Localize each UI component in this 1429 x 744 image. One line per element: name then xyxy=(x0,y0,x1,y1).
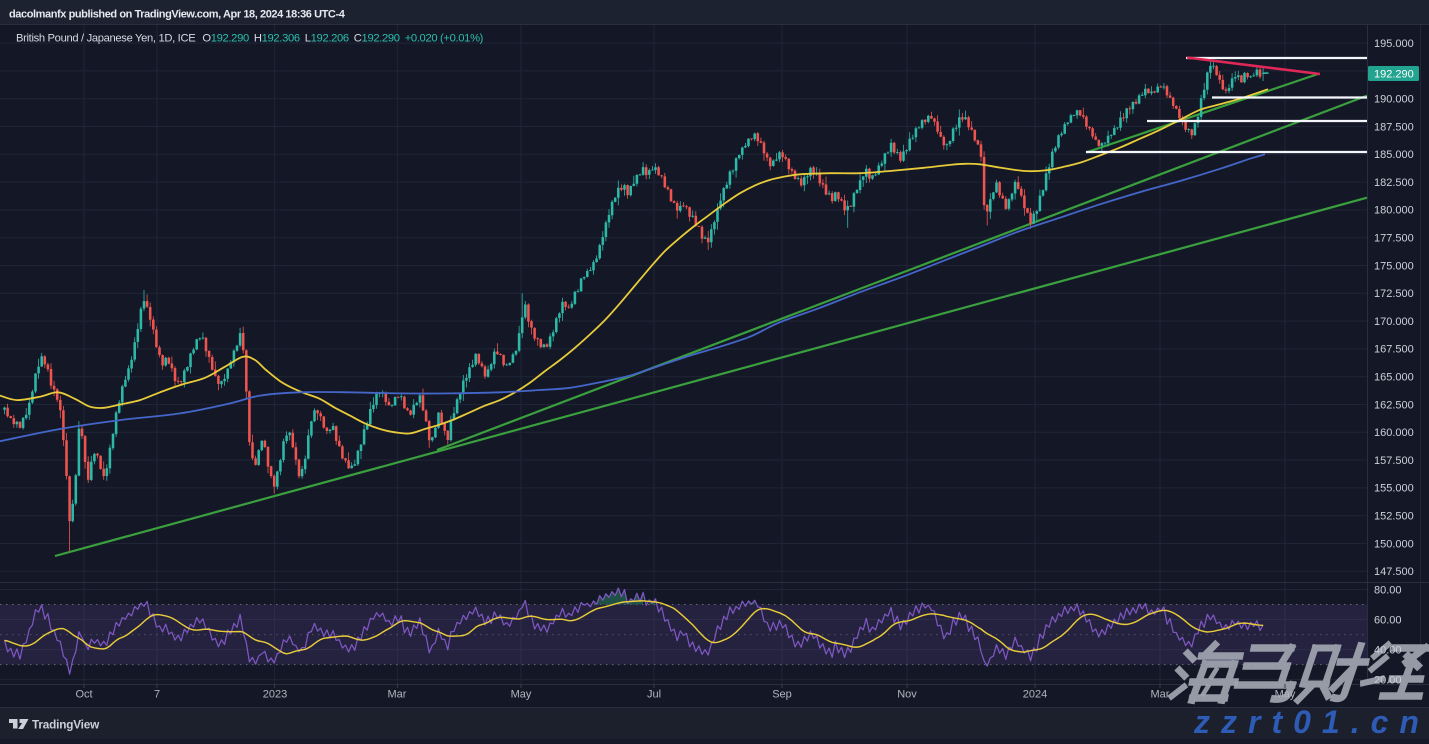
svg-text:Mar: Mar xyxy=(1151,689,1170,701)
svg-text:Nov: Nov xyxy=(897,689,917,701)
svg-text:150.000: 150.000 xyxy=(1374,538,1414,550)
svg-text:157.500: 157.500 xyxy=(1374,455,1414,467)
svg-text:180.000: 180.000 xyxy=(1374,205,1414,217)
svg-text:177.500: 177.500 xyxy=(1374,233,1414,245)
svg-text:195.000: 195.000 xyxy=(1374,38,1414,50)
svg-text:185.000: 185.000 xyxy=(1374,149,1414,161)
svg-text:2023: 2023 xyxy=(263,689,287,701)
svg-text:160.000: 160.000 xyxy=(1374,427,1414,439)
svg-text:167.500: 167.500 xyxy=(1374,344,1414,356)
svg-text:Oct: Oct xyxy=(75,689,92,701)
svg-text:162.500: 162.500 xyxy=(1374,399,1414,411)
svg-text:Mar: Mar xyxy=(388,689,407,701)
svg-text:May: May xyxy=(511,689,532,701)
svg-text:dacolmanfx published on Tradin: dacolmanfx published on TradingView.com,… xyxy=(9,9,346,21)
svg-text:60.00: 60.00 xyxy=(1374,614,1402,626)
svg-text:20.00: 20.00 xyxy=(1374,674,1402,686)
svg-text:175.000: 175.000 xyxy=(1374,260,1414,272)
svg-text:182.500: 182.500 xyxy=(1374,177,1414,189)
svg-text:TradingView: TradingView xyxy=(32,718,100,732)
svg-text:147.500: 147.500 xyxy=(1374,566,1414,578)
svg-text:Sep: Sep xyxy=(772,689,792,701)
svg-text:Jul: Jul xyxy=(647,689,661,701)
svg-text:192.290: 192.290 xyxy=(1374,69,1414,81)
svg-text:190.000: 190.000 xyxy=(1374,94,1414,106)
svg-text:152.500: 152.500 xyxy=(1374,511,1414,523)
svg-text:zzrt01.cn: zzrt01.cn xyxy=(1193,704,1429,739)
svg-text:172.500: 172.500 xyxy=(1374,288,1414,300)
svg-text:80.00: 80.00 xyxy=(1374,584,1402,596)
svg-text:7: 7 xyxy=(154,689,160,701)
svg-text:170.000: 170.000 xyxy=(1374,316,1414,328)
svg-text:155.000: 155.000 xyxy=(1374,483,1414,495)
svg-text:165.000: 165.000 xyxy=(1374,372,1414,384)
svg-text:2024: 2024 xyxy=(1023,689,1047,701)
svg-text:187.500: 187.500 xyxy=(1374,121,1414,133)
svg-text:40.00: 40.00 xyxy=(1374,644,1402,656)
svg-text:May: May xyxy=(1275,689,1296,701)
